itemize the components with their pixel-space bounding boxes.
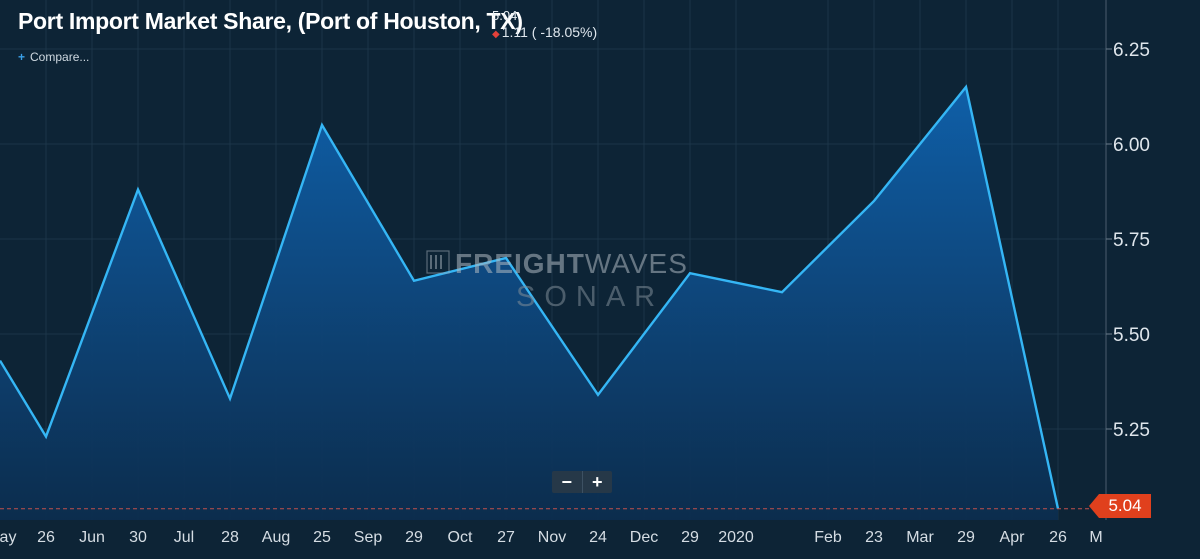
x-tick-label: 29 bbox=[957, 529, 975, 546]
chart-title: Port Import Market Share, (Port of Houst… bbox=[18, 8, 523, 34]
x-tick-label: 30 bbox=[129, 529, 147, 546]
y-tick-label: 5.50 bbox=[1113, 325, 1150, 346]
x-tick-label: Jul bbox=[174, 529, 194, 546]
x-tick-label: Dec bbox=[630, 529, 658, 546]
x-tick-label: Oct bbox=[448, 529, 473, 546]
zoom-in-button[interactable]: + bbox=[591, 472, 603, 492]
watermark-waves: WAVES bbox=[585, 248, 688, 279]
y-axis: 6.25 6.00 5.75 5.50 5.25 bbox=[1106, 40, 1150, 441]
x-tick-label: M bbox=[1089, 529, 1102, 546]
x-tick-label: Nov bbox=[538, 529, 566, 546]
x-tick-label: Jun bbox=[79, 529, 105, 546]
y-tick-label: 5.75 bbox=[1113, 230, 1150, 251]
compare-button[interactable]: + Compare... bbox=[18, 50, 89, 64]
y-tick-label: 6.25 bbox=[1113, 40, 1150, 61]
x-tick-label: 29 bbox=[405, 529, 423, 546]
watermark-sonar: SONAR bbox=[516, 281, 664, 313]
x-axis: ay 26 Jun 30 Jul 28 Aug 25 Sep 29 Oct 27 Nov 24 Dec 29 2… bbox=[0, 529, 1103, 546]
series-area bbox=[0, 87, 1058, 520]
series-line bbox=[0, 84, 1060, 510]
x-tick-label: Mar bbox=[906, 529, 934, 546]
x-tick-label: 25 bbox=[313, 529, 331, 546]
x-tick-label: 23 bbox=[865, 529, 883, 546]
freightwaves-sonar-watermark: FREIGHTWAVES SONAR bbox=[426, 248, 688, 313]
svg-text:FREIGHTWAVES: FREIGHTWAVES bbox=[455, 248, 688, 279]
x-tick-label: 24 bbox=[589, 529, 607, 546]
x-tick-label: Aug bbox=[262, 529, 290, 546]
x-tick-label: 27 bbox=[497, 529, 515, 546]
zoom-controls: − + bbox=[552, 471, 612, 493]
x-tick-label: Feb bbox=[814, 529, 842, 546]
x-tick-label: 26 bbox=[1049, 529, 1067, 546]
zoom-out-button[interactable]: − bbox=[552, 471, 583, 493]
x-tick-label: 29 bbox=[681, 529, 699, 546]
down-arrow-icon: ◆ bbox=[492, 29, 500, 40]
y-tick-label: 6.00 bbox=[1113, 135, 1150, 156]
compare-label: Compare... bbox=[30, 50, 90, 64]
x-tick-label: ay bbox=[0, 529, 16, 546]
change-text: 1.11 ( -18.05%) bbox=[501, 24, 598, 40]
x-tick-label: Sep bbox=[354, 529, 383, 546]
watermark-freight: FREIGHT bbox=[455, 248, 585, 279]
x-tick-label: 26 bbox=[37, 529, 55, 546]
last-price: 5.04 bbox=[492, 8, 518, 23]
plus-icon: + bbox=[18, 50, 26, 64]
x-tick-label: 2020 bbox=[718, 529, 754, 546]
x-tick-label: 28 bbox=[221, 529, 239, 546]
last-value-badge: 5.04 bbox=[1089, 494, 1151, 518]
price-change: ◆ 1.11 ( -18.05%) bbox=[492, 24, 597, 40]
y-tick-label: 5.25 bbox=[1113, 420, 1150, 441]
x-tick-label: Apr bbox=[1000, 529, 1026, 546]
